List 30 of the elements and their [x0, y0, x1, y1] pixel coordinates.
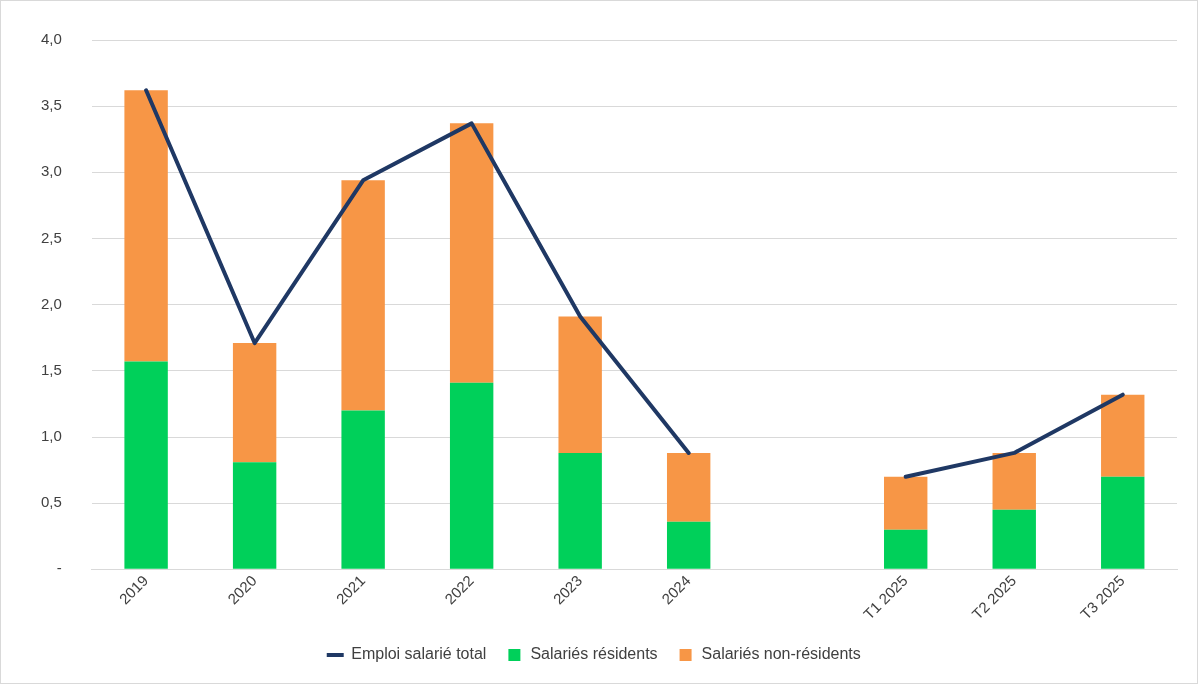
legend-label: Emploi salarié total [351, 645, 487, 663]
y-tick-label: 3,5 [40, 96, 62, 114]
legend-label: Salariés non-résidents [701, 645, 861, 663]
bar [341, 180, 385, 411]
bar [124, 361, 168, 569]
y-tick-label: 1,0 [40, 427, 62, 445]
bar [449, 382, 494, 569]
bar [1101, 476, 1145, 569]
bar [884, 529, 928, 569]
bar [449, 123, 494, 383]
bar [666, 521, 711, 569]
y-tick-label: 4,0 [40, 30, 62, 48]
bar [558, 452, 602, 569]
y-tick-label: - [56, 559, 62, 577]
bar [558, 316, 602, 453]
y-tick-label: 2,5 [40, 228, 62, 246]
y-tick-label: 1,5 [40, 360, 62, 378]
bar [884, 476, 928, 530]
bar [1101, 394, 1145, 477]
bar [992, 509, 1036, 569]
y-tick-label: 2,0 [40, 294, 62, 312]
bar [666, 452, 711, 522]
bar [341, 410, 385, 569]
bar [124, 90, 168, 362]
y-tick-label: 0,5 [40, 493, 62, 511]
legend-label: Salariés résidents [530, 645, 658, 663]
y-tick-label: 3,0 [40, 162, 62, 180]
bar [232, 343, 277, 463]
bar [232, 462, 277, 569]
bar [992, 452, 1036, 510]
